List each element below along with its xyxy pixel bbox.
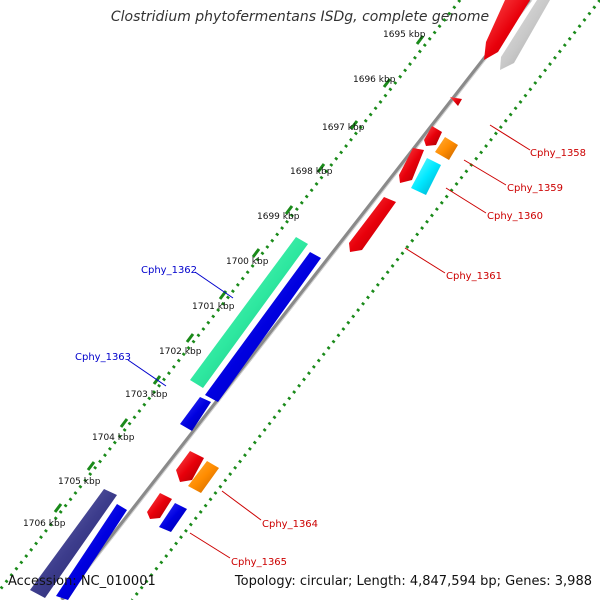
leader-cphy_1359 <box>463 159 507 186</box>
gene-label-cphy_1360[interactable]: Cphy_1360 <box>487 211 543 222</box>
ruler-labels: 1695 kbp 1696 kbp 1697 kbp 1698 kbp 1699 kbp… <box>23 30 426 529</box>
ruler-label-3: 1698 kbp <box>290 167 333 177</box>
cds-blue-1365[interactable] <box>159 503 187 532</box>
ruler-label-11: 1706 kbp <box>23 519 66 529</box>
cds-orange-1364b[interactable] <box>188 461 219 493</box>
ruler-tick-7 <box>185 333 195 343</box>
ruler-track-outer <box>0 0 462 593</box>
ruler-tick-9 <box>119 418 129 428</box>
leader-cphy_1361 <box>404 247 446 274</box>
leader-cphy_1362 <box>194 271 234 299</box>
gene-label-cphy_1363[interactable]: Cphy_1363 <box>75 352 131 363</box>
cds-red-1359b[interactable] <box>399 148 424 183</box>
map-title: Clostridium phytofermentans ISDg, comple… <box>110 9 490 25</box>
ruler-tick-5 <box>251 248 261 258</box>
gene-label-cphy_1358[interactable]: Cphy_1358 <box>530 148 586 159</box>
ruler-tick-4 <box>284 205 294 215</box>
ruler-label-4: 1699 kbp <box>257 212 300 222</box>
gene-label-cphy_1362[interactable]: Cphy_1362 <box>141 265 197 276</box>
cds-navy-left[interactable] <box>30 489 117 598</box>
leader-cphy_1360 <box>445 187 487 214</box>
gene-label-cphy_1359[interactable]: Cphy_1359 <box>507 183 563 194</box>
gene-label-cphy_1365[interactable]: Cphy_1365 <box>231 557 287 568</box>
ruler-label-2: 1697 kbp <box>322 123 365 133</box>
ruler-label-1: 1696 kbp <box>353 75 396 85</box>
cds-blue-1363[interactable] <box>205 252 321 402</box>
cds-red-top[interactable] <box>484 0 530 60</box>
leader-cphy_1363 <box>127 359 167 387</box>
ruler-label-5: 1700 kbp <box>226 257 269 267</box>
accession-text: Accession: NC_010001 <box>8 574 156 589</box>
cds-blue-left[interactable] <box>56 504 127 600</box>
cds-grey-top[interactable] <box>500 0 550 70</box>
cds-green-1362[interactable] <box>190 237 308 388</box>
cds-red-small-1358[interactable] <box>450 97 462 106</box>
cds-red-1361[interactable] <box>349 197 396 252</box>
ruler-tick-11 <box>53 503 63 513</box>
cds-cyan-1360[interactable] <box>411 158 441 195</box>
gene-labels: Cphy_1358 Cphy_1359 Cphy_1360 Cphy_1361 Cphy… <box>75 148 586 568</box>
gene-label-cphy_1361[interactable]: Cphy_1361 <box>446 271 502 282</box>
ruler-label-8: 1703 kbp <box>125 390 168 400</box>
ruler-label-0: 1695 kbp <box>383 30 426 40</box>
ruler-tick-10 <box>86 461 96 471</box>
ruler-tick-2 <box>349 120 359 130</box>
cds-red-1364c[interactable] <box>147 493 172 519</box>
ruler-tick-3 <box>316 163 326 173</box>
genome-backbone-highlight <box>63 0 533 600</box>
leader-cphy_1364 <box>221 490 262 521</box>
cds-red-1364[interactable] <box>176 451 204 482</box>
ruler-tick-0 <box>415 35 425 45</box>
gene-label-leaders <box>127 124 531 559</box>
leader-cphy_1365 <box>189 532 231 559</box>
genome-backbone <box>60 0 532 600</box>
ruler-label-10: 1705 kbp <box>58 477 101 487</box>
ruler-label-6: 1701 kbp <box>192 302 235 312</box>
leader-cphy_1358 <box>489 124 531 151</box>
ruler-tick-1 <box>382 78 392 88</box>
topology-text: Topology: circular; Length: 4,847,594 bp… <box>234 574 592 589</box>
ruler-label-9: 1704 kbp <box>92 433 135 443</box>
ruler-track-inner <box>130 0 600 600</box>
cds-red-1359[interactable] <box>424 126 442 146</box>
cds-orange-1360[interactable] <box>435 137 458 160</box>
gene-label-cphy_1364[interactable]: Cphy_1364 <box>262 519 318 530</box>
cds-blue-1363b[interactable] <box>180 397 211 431</box>
ruler-label-7: 1702 kbp <box>159 347 202 357</box>
gene-features <box>30 0 550 600</box>
